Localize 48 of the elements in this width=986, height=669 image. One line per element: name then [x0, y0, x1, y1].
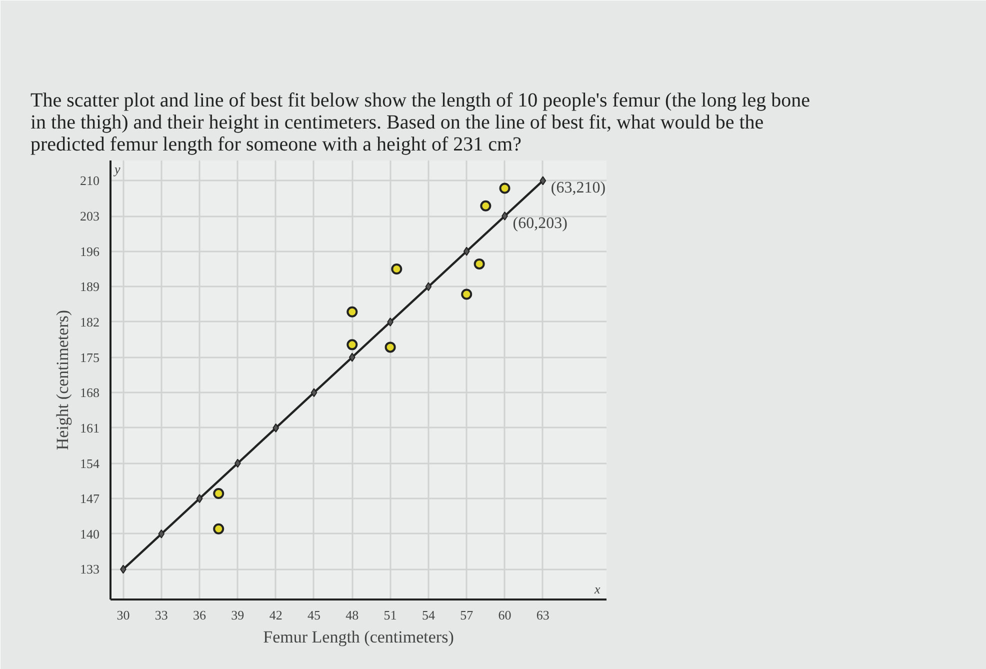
x-tick-label: 63 — [536, 608, 550, 622]
annotation: x — [594, 582, 600, 596]
y-tick-label: 140 — [80, 526, 100, 542]
point — [213, 488, 224, 500]
annotation: y — [112, 162, 120, 176]
point — [480, 200, 492, 212]
y-tick-label: 154 — [80, 456, 100, 471]
x-tick-label: 57 — [460, 608, 474, 622]
point — [461, 288, 472, 300]
chart-title: The scatter plot and line of best fit below show the length of 10 people's femur (the long leg bone in the thigh) and their height in centimeters. Based on the line of best fit, what would be the predicted femur length for someone with a height of 231 cm? — [30, 90, 810, 156]
annotation: (63,210) — [550, 180, 606, 197]
point — [196, 494, 203, 504]
y-tick-label: 210 — [80, 173, 100, 188]
y-tick-label: 196 — [80, 244, 100, 259]
x-tick-label: 54 — [422, 608, 436, 622]
x-tick-label: 42 — [269, 608, 282, 622]
point — [391, 263, 402, 274]
point — [425, 282, 432, 292]
y-tick-label: 161 — [80, 420, 100, 436]
point — [346, 339, 358, 350]
y-tick-label: 147 — [80, 491, 100, 506]
x-tick-label: 45 — [307, 608, 320, 622]
point — [540, 176, 546, 186]
point — [474, 258, 485, 270]
x-tick-label: 30 — [116, 608, 130, 622]
point — [463, 246, 470, 256]
x-axis-title: Femur Length (centimeters) — [263, 628, 454, 646]
x-tick-label: 36 — [193, 608, 207, 622]
x-tick-label: 39 — [231, 608, 244, 622]
y-tick-label: 133 — [80, 562, 100, 577]
point — [346, 306, 358, 318]
x-tick-label: 51 — [384, 608, 397, 622]
x-tick-label: 60 — [498, 608, 512, 622]
point — [213, 523, 224, 534]
x-tick-label: 48 — [346, 608, 359, 622]
y-axis-title: Height (centimeters) — [53, 310, 72, 450]
y-tick-label: 203 — [80, 208, 100, 224]
y-tick-label: 189 — [80, 279, 100, 294]
x-tick-label: 33 — [154, 608, 168, 622]
y-tick-label: 168 — [80, 385, 100, 400]
point — [158, 529, 165, 538]
point — [499, 182, 510, 194]
y-tick-label: 175 — [80, 350, 100, 365]
point — [384, 342, 396, 353]
annotation: (60,203) — [512, 215, 568, 232]
point — [348, 352, 356, 362]
y-tick-label: 182 — [80, 314, 100, 330]
point — [310, 388, 318, 398]
